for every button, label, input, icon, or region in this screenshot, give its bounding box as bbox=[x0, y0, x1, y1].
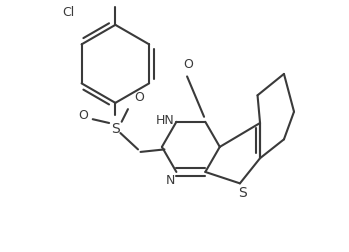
Text: Cl: Cl bbox=[62, 6, 75, 18]
Text: O: O bbox=[184, 58, 193, 71]
Text: N: N bbox=[166, 173, 176, 186]
Text: O: O bbox=[134, 90, 144, 103]
Text: O: O bbox=[78, 108, 88, 121]
Text: S: S bbox=[111, 121, 120, 136]
Text: S: S bbox=[238, 185, 247, 199]
Text: HN: HN bbox=[156, 113, 174, 126]
